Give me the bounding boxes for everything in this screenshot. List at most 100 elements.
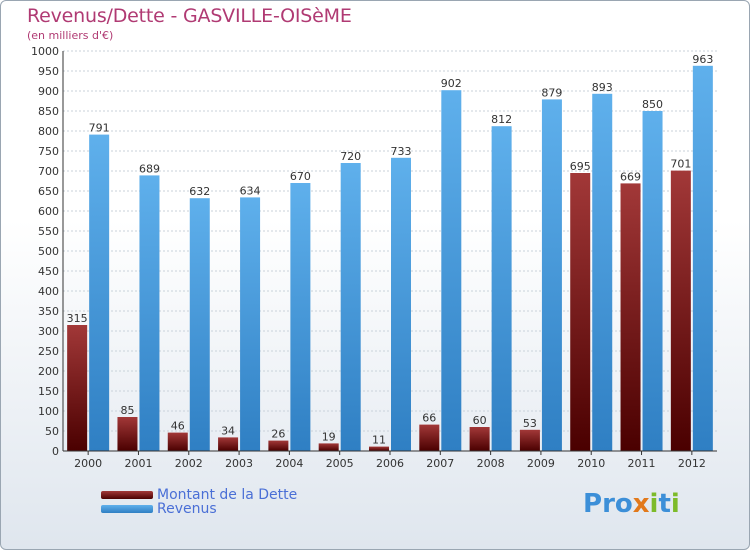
bar-dette [519,429,540,451]
legend-label-revenus: Revenus [157,501,217,517]
x-tick-label: 2008 [477,457,505,470]
bar-revenus [441,90,462,451]
bar-revenus [592,93,613,452]
data-label-revenus: 670 [290,170,311,183]
legend-label-dette: Montant de la Dette [157,487,298,503]
bar-revenus [189,198,210,451]
axis-layer: 0 50 100 150 200 250 300 350 400 450 500 550 600 650 7… [31,45,717,470]
x-tick-label: 2007 [426,457,454,470]
bar-dette [570,173,591,451]
x-tick-label: 2011 [628,457,656,470]
bar-dette [268,440,289,451]
legend-swatch-revenus [101,505,153,513]
data-label-revenus: 720 [340,150,361,163]
legend-item-revenus: Revenus [101,501,217,517]
x-tick-label: 2002 [175,457,203,470]
x-tick-label: 2010 [577,457,605,470]
logo-letter: i [649,489,659,519]
y-tick-label: 950 [38,65,59,78]
y-tick-label: 600 [38,205,59,218]
data-label-revenus: 733 [391,145,412,158]
bar-revenus [89,134,110,451]
logo-letter: o [614,489,633,519]
x-tick-label: 2012 [678,457,706,470]
x-tick-label: 2004 [275,457,303,470]
y-tick-label: 1000 [31,45,59,58]
y-tick-label: 650 [38,185,59,198]
data-label-dette: 315 [67,312,88,325]
data-label-revenus: 689 [139,162,160,175]
logo-letter: r [602,489,615,519]
y-tick-label: 0 [52,445,59,458]
logo-letter: i [670,489,680,519]
data-label-revenus: 850 [642,98,663,111]
bar-dette [167,432,188,451]
y-tick-label: 850 [38,105,59,118]
y-tick-label: 450 [38,265,59,278]
y-tick-label: 500 [38,245,59,258]
bar-revenus [391,157,411,452]
data-label-revenus: 879 [541,86,562,99]
bar-dette [469,427,490,451]
y-tick-label: 200 [38,365,59,378]
data-label-dette: 669 [620,170,641,183]
y-tick-label: 900 [38,85,59,98]
data-label-dette: 53 [523,417,537,430]
bar-dette [117,417,138,451]
data-label-revenus: 902 [441,77,462,90]
data-label-dette: 85 [120,404,134,417]
y-tick-label: 150 [38,385,59,398]
data-label-dette: 26 [271,428,285,441]
bar-revenus [642,111,663,451]
data-label-dette: 19 [322,430,336,443]
data-label-revenus: 963 [692,53,713,66]
y-tick-label: 300 [38,325,59,338]
y-tick-label: 750 [38,145,59,158]
logo-letter: x [632,489,650,519]
data-label-dette: 60 [473,414,487,427]
x-tick-label: 2006 [376,457,404,470]
bar-dette [369,446,389,451]
y-tick-label: 350 [38,305,59,318]
x-tick-label: 2005 [326,457,354,470]
x-tick-label: 2009 [527,457,555,470]
chart-title: Revenus/Dette - GASVILLE-OISèME [27,5,352,27]
y-tick-label: 700 [38,165,59,178]
data-label-dette: 695 [570,160,591,173]
bar-revenus [541,99,562,452]
legend-swatch-dette [101,491,153,499]
x-tick-label: 2003 [225,457,253,470]
bar-dette [419,424,440,451]
data-label-dette: 701 [670,158,691,171]
bar-revenus [240,197,261,451]
bar-revenus [692,65,713,452]
data-label-dette: 34 [221,424,235,437]
data-label-dette: 11 [372,434,386,447]
data-label-revenus: 812 [491,113,512,126]
chart-subtitle: (en milliers d'€) [27,29,114,42]
bar-revenus [340,163,361,451]
data-label-revenus: 634 [240,184,261,197]
data-label-dette: 46 [171,420,185,433]
data-label-dette: 66 [422,412,436,425]
bar-dette [218,437,239,451]
data-label-revenus: 893 [592,81,613,94]
bar-dette [670,170,691,451]
bar-revenus [139,175,160,451]
y-tick-label: 50 [45,425,59,438]
bar-dette [67,325,88,451]
y-tick-label: 800 [38,125,59,138]
grid-layer [63,50,717,452]
x-tick-label: 2001 [124,457,152,470]
y-tick-label: 100 [38,405,59,418]
bars-layer [67,65,713,452]
logo-letter: t [658,489,671,519]
proxiti-logo: Proxiti [583,489,680,519]
bar-revenus [491,126,512,451]
bar-revenus [290,183,311,451]
data-label-revenus: 632 [189,185,210,198]
y-tick-label: 250 [38,345,59,358]
logo-letter: P [583,489,603,519]
